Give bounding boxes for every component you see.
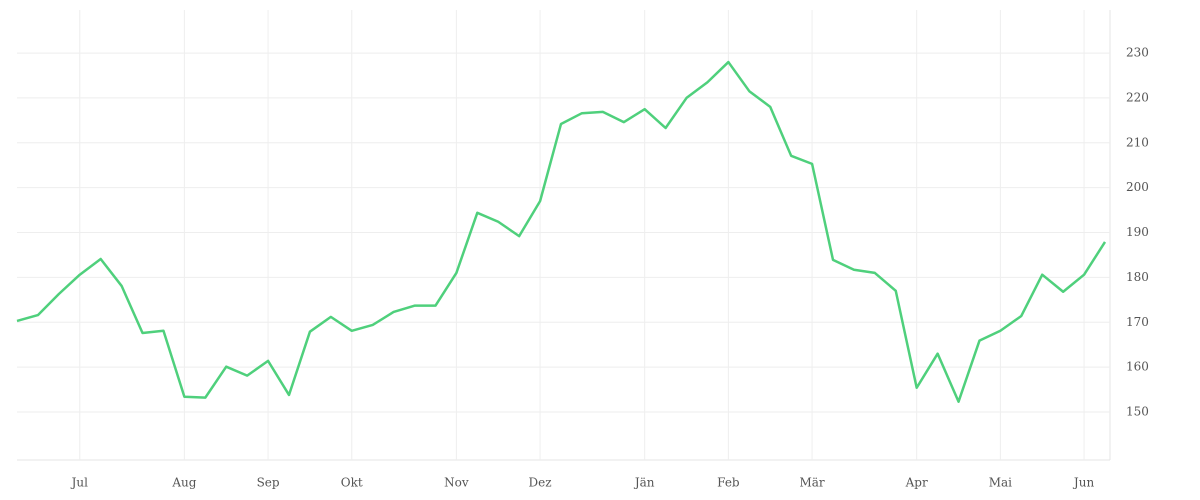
x-tick-label: Aug [171,476,196,490]
y-tick-label: 210 [1126,135,1149,149]
y-tick-label: 180 [1126,270,1149,284]
x-tick-label: Mai [989,476,1012,490]
y-tick-label: 170 [1126,315,1149,329]
x-tick-label: Feb [717,476,740,490]
x-tick-label: Jul [70,476,89,490]
x-tick-label: Apr [905,476,928,490]
y-tick-label: 200 [1126,180,1149,194]
line [16,60,1107,403]
x-tick-label: Mär [799,476,824,490]
y-tick-label: 150 [1126,404,1149,418]
x-tick-label: Nov [444,476,469,490]
x-tick-label: Dez [529,476,552,490]
x-tick-label: Sep [257,476,280,490]
x-tick-label: Jun [1072,476,1095,490]
x-tick-label: Jän [633,476,655,490]
y-tick-label: 160 [1126,360,1149,374]
x-tick-label: Okt [341,476,363,490]
y-tick-label: 230 [1126,46,1149,60]
y-tick-label: 190 [1126,225,1149,239]
y-tick-label: 220 [1126,90,1149,104]
